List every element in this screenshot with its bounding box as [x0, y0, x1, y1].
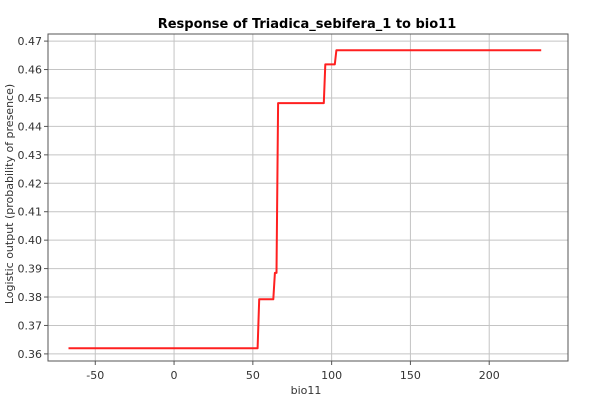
- x-axis: -50 0 50 100 150 200: [86, 361, 500, 382]
- x-tick-label: 50: [246, 369, 260, 382]
- y-tick-label: 0.46: [18, 64, 43, 77]
- y-tick-label: 0.44: [18, 120, 43, 133]
- x-tick-label: 0: [171, 369, 178, 382]
- x-tick-label: 150: [400, 369, 421, 382]
- y-tick-label: 0.47: [18, 35, 43, 48]
- y-tick-label: 0.38: [18, 291, 43, 304]
- y-tick-label: 0.37: [18, 319, 43, 332]
- y-axis-label: Logistic output (probability of presence…: [3, 84, 16, 304]
- plot-frame: [47, 33, 569, 362]
- x-axis-label: bio11: [291, 384, 322, 397]
- y-tick-label: 0.42: [18, 177, 43, 190]
- y-tick-label: 0.43: [18, 149, 43, 162]
- chart-title: Response of Triadica_sebifera_1 to bio11: [158, 17, 457, 32]
- y-axis: 0.36 0.37 0.38 0.39 0.40 0.41 0.42 0.43 0.44 0.45…: [18, 35, 48, 361]
- y-tick-label: 0.40: [18, 234, 43, 247]
- y-tick-label: 0.36: [18, 348, 43, 361]
- x-tick-label: -50: [86, 369, 104, 382]
- y-tick-label: 0.39: [18, 263, 43, 276]
- x-tick-label: 100: [321, 369, 342, 382]
- y-tick-label: 0.45: [18, 92, 43, 105]
- grid-lines: [48, 34, 568, 361]
- y-tick-label: 0.41: [18, 206, 43, 219]
- response-curve: [68, 49, 542, 350]
- x-tick-label: 200: [479, 369, 500, 382]
- series-group: [68, 49, 542, 350]
